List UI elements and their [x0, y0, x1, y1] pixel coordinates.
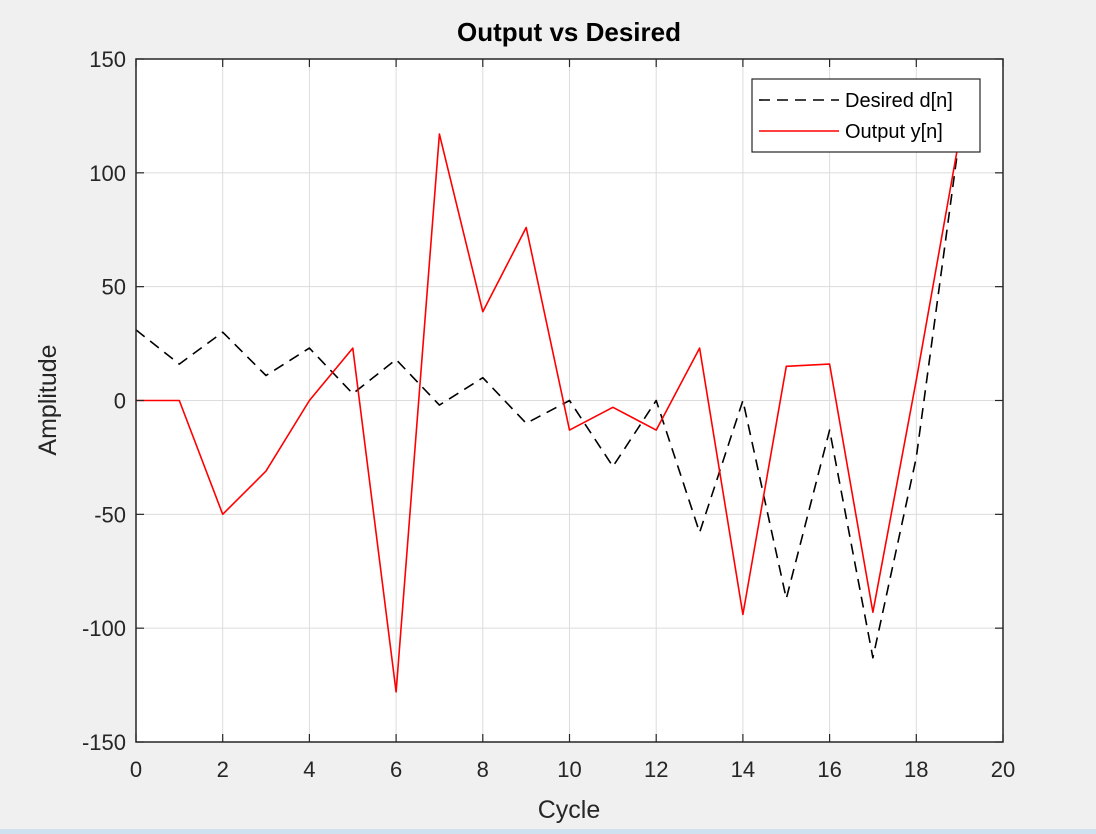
legend-label-output: Output y[n] — [845, 121, 943, 143]
x-tick-label: 8 — [477, 757, 489, 782]
chart-title: Output vs Desired — [457, 17, 681, 47]
series-line-desired — [135, 136, 961, 659]
x-tick-label: 12 — [644, 757, 668, 782]
legend-label-desired: Desired d[n] — [845, 90, 953, 112]
series-line-output — [136, 133, 961, 693]
y-tick-label: 150 — [89, 47, 126, 72]
x-axis-label: Cycle — [538, 796, 601, 824]
x-tick-labels: 0 2 4 6 8 10 12 14 16 18 20 — [130, 757, 1015, 782]
x-tick-label: 0 — [130, 757, 142, 782]
x-tick-label: 16 — [817, 757, 841, 782]
window-bottom-edge — [0, 829, 1096, 834]
x-tick-label: 4 — [303, 757, 315, 782]
y-tick-labels: -150 -100 -50 0 50 100 150 — [82, 47, 126, 755]
legend-box — [751, 78, 981, 153]
y-tick-label: -100 — [82, 616, 126, 641]
y-tick-label: -150 — [82, 730, 126, 755]
x-tick-label: 10 — [557, 757, 581, 782]
y-axis-label: Amplitude — [34, 344, 62, 455]
x-tick-label: 18 — [904, 757, 928, 782]
tick-marks — [135, 58, 1004, 743]
legend[interactable]: Desired d[n] Output y[n] — [751, 78, 981, 153]
series-layer — [135, 133, 961, 693]
x-tick-label: 14 — [731, 757, 755, 782]
y-tick-label: 100 — [89, 161, 126, 186]
x-tick-label: 20 — [991, 757, 1015, 782]
x-tick-label: 2 — [217, 757, 229, 782]
y-tick-label: 0 — [114, 389, 126, 414]
y-tick-label: 50 — [102, 275, 126, 300]
x-tick-label: 6 — [390, 757, 402, 782]
y-tick-label: -50 — [94, 502, 126, 527]
